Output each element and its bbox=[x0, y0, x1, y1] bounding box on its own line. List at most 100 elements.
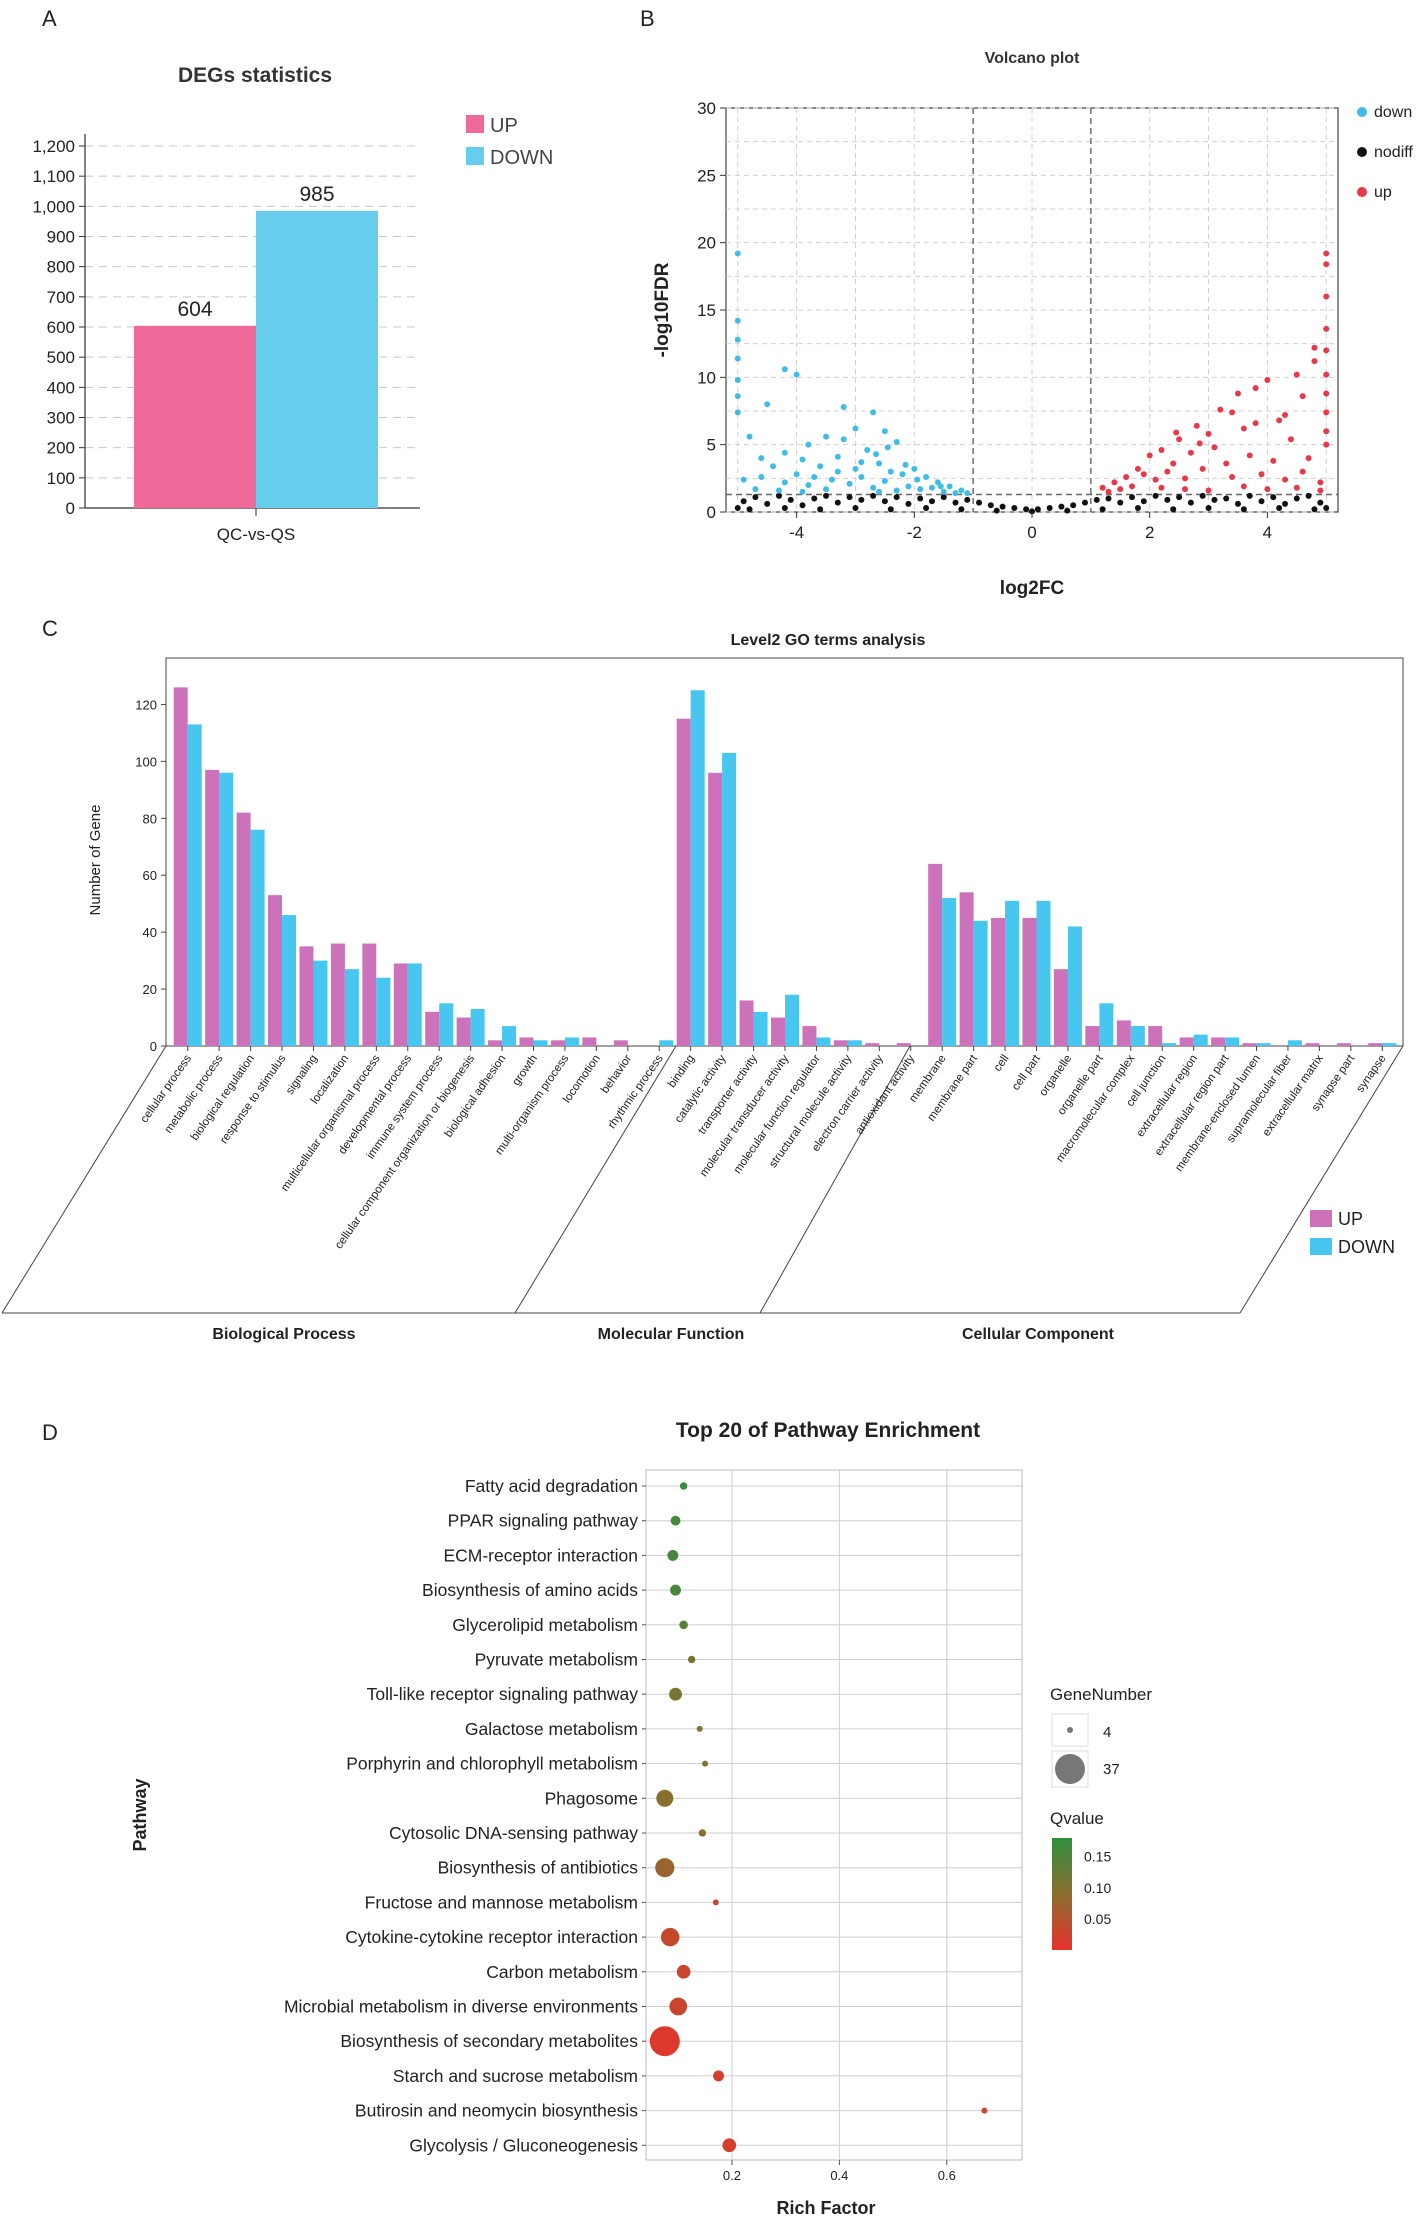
go-category-label: cell bbox=[992, 1053, 1012, 1074]
go-group-divider bbox=[514, 1045, 677, 1314]
go-legend-label: DOWN bbox=[1338, 1237, 1395, 1257]
volcano-point-down bbox=[734, 377, 741, 384]
volcano-legend-label: nodiff bbox=[1374, 144, 1413, 161]
degs-legend-swatch bbox=[466, 147, 484, 165]
volcano-point-up bbox=[1158, 447, 1165, 454]
volcano-point-down bbox=[923, 473, 930, 480]
volcano-point-down bbox=[876, 460, 882, 467]
pathway-label: Biosynthesis of amino acids bbox=[422, 1580, 638, 1600]
volcano-point-up bbox=[1140, 471, 1147, 478]
go-bar-down bbox=[1225, 1037, 1240, 1046]
volcano-point-up bbox=[1211, 444, 1218, 451]
pathway-frame bbox=[645, 1469, 1023, 2161]
volcano-point-nodiff bbox=[905, 500, 912, 507]
volcano-point-down bbox=[828, 476, 835, 483]
pathway-label: Fatty acid degradation bbox=[465, 1476, 638, 1496]
volcano-point-up bbox=[1323, 261, 1330, 268]
go-ylabel: Number of Gene bbox=[87, 805, 104, 916]
volcano-point-up bbox=[1182, 486, 1188, 493]
go-bar-up bbox=[425, 1011, 440, 1046]
volcano-point-nodiff bbox=[1276, 504, 1283, 511]
go-bar-up bbox=[802, 1026, 817, 1046]
volcano-point-up bbox=[1305, 455, 1312, 462]
volcano-point-nodiff bbox=[870, 492, 877, 499]
volcano-point-up bbox=[1240, 425, 1247, 432]
volcano-point-down bbox=[734, 409, 741, 416]
volcano-point-nodiff bbox=[746, 506, 753, 513]
volcano-point-nodiff bbox=[1064, 507, 1071, 514]
volcano-point-nodiff bbox=[1223, 495, 1230, 502]
volcano-point-down bbox=[734, 355, 741, 362]
volcano-point-down bbox=[746, 433, 753, 440]
volcano-point-nodiff bbox=[1164, 496, 1171, 503]
volcano-point-down bbox=[734, 393, 741, 400]
pathway-point bbox=[702, 1760, 709, 1767]
go-bar-down bbox=[690, 690, 705, 1046]
pathway-point bbox=[656, 1789, 674, 1807]
volcano-point-down bbox=[793, 371, 800, 378]
volcano-point-up bbox=[1111, 479, 1118, 486]
volcano-point-nodiff bbox=[1070, 502, 1077, 509]
go-bar-up bbox=[959, 892, 974, 1046]
go-category-label: cell part bbox=[1010, 1052, 1043, 1093]
go-bar-down bbox=[564, 1037, 579, 1046]
volcano-point-nodiff bbox=[1246, 492, 1253, 499]
volcano-point-nodiff bbox=[1081, 499, 1088, 506]
pathway-size-legend-dot bbox=[1055, 1754, 1085, 1784]
volcano-point-up bbox=[1234, 390, 1241, 397]
volcano-point-down bbox=[958, 487, 965, 494]
volcano-point-nodiff bbox=[1034, 506, 1041, 513]
go-bar-down bbox=[1382, 1043, 1397, 1046]
pathway-label: Galactose metabolism bbox=[465, 1719, 638, 1739]
pathway-label: Porphyrin and chlorophyll metabolism bbox=[346, 1754, 638, 1774]
volcano-xtick-label: 4 bbox=[1263, 523, 1272, 542]
go-category-label: rhythmic process bbox=[606, 1053, 666, 1131]
volcano-point-down bbox=[858, 459, 865, 466]
pathway-point bbox=[670, 1584, 681, 1596]
volcano-point-up bbox=[1229, 409, 1236, 416]
volcano-point-nodiff bbox=[1134, 504, 1141, 511]
volcano-point-nodiff bbox=[740, 498, 747, 505]
go-category-label: extracellular matrix bbox=[1261, 1053, 1326, 1139]
volcano-point-nodiff bbox=[1029, 508, 1035, 515]
volcano-point-up bbox=[1252, 420, 1259, 427]
degs-ytick-label: 600 bbox=[47, 318, 75, 337]
volcano-point-up bbox=[1282, 476, 1289, 483]
volcano-point-down bbox=[764, 401, 771, 408]
go-bar-down bbox=[1005, 900, 1020, 1046]
go-bar-down bbox=[1099, 1003, 1114, 1046]
volcano-point-nodiff bbox=[764, 500, 771, 507]
volcano-point-nodiff bbox=[1240, 506, 1247, 513]
volcano-point-down bbox=[734, 317, 741, 324]
go-bar-down bbox=[1256, 1043, 1271, 1046]
volcano-point-up bbox=[1229, 473, 1236, 480]
pathway-label: Toll-like receptor signaling pathway bbox=[367, 1684, 639, 1704]
volcano-point-up bbox=[1240, 483, 1247, 490]
pathway-color-legend-label: 0.10 bbox=[1084, 1880, 1111, 1896]
volcano-point-up bbox=[1293, 371, 1300, 378]
degs-bar-down bbox=[256, 210, 378, 508]
volcano-point-up bbox=[1129, 483, 1136, 490]
go-bar-up bbox=[268, 895, 283, 1046]
volcano-point-nodiff bbox=[976, 499, 983, 506]
degs-bar-up bbox=[134, 325, 256, 508]
pathway-color-legend-label: 0.15 bbox=[1084, 1849, 1111, 1865]
pathway-point bbox=[667, 1549, 679, 1561]
volcano-point-down bbox=[840, 436, 847, 443]
go-bar-up bbox=[613, 1040, 628, 1046]
volcano-point-up bbox=[1199, 465, 1206, 472]
degs-ytick-label: 1,200 bbox=[32, 137, 75, 156]
degs-category-label: QC-vs-QS bbox=[217, 525, 295, 544]
volcano-point-down bbox=[834, 468, 841, 475]
pathway-point bbox=[649, 2026, 680, 2057]
volcano-point-nodiff bbox=[1187, 499, 1194, 506]
volcano-point-down bbox=[734, 336, 741, 343]
volcano-point-down bbox=[823, 486, 830, 493]
go-bar-down bbox=[502, 1026, 517, 1046]
pathway-label: Butirosin and neomycin biosynthesis bbox=[355, 2101, 638, 2121]
pathway-size-legend-title: GeneNumber bbox=[1050, 1685, 1152, 1704]
go-bar-up bbox=[1336, 1043, 1351, 1046]
go-bar-up bbox=[1148, 1026, 1163, 1046]
volcano-point-down bbox=[781, 449, 788, 456]
volcano-point-down bbox=[770, 463, 777, 470]
